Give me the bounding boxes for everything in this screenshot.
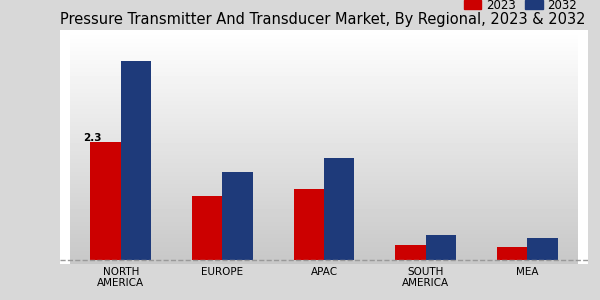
Bar — [223, 172, 253, 260]
Bar — [527, 238, 557, 260]
Bar — [425, 236, 456, 260]
Bar — [324, 158, 355, 260]
Bar — [121, 61, 151, 260]
Bar — [395, 244, 425, 260]
Bar — [192, 196, 223, 260]
Bar — [497, 247, 527, 260]
Text: Pressure Transmitter And Transducer Market, By Regional, 2023 & 2032: Pressure Transmitter And Transducer Mark… — [60, 12, 586, 27]
Bar — [293, 189, 324, 260]
Bar — [91, 142, 121, 260]
Text: 2.3: 2.3 — [83, 133, 102, 143]
Legend: 2023, 2032: 2023, 2032 — [459, 0, 582, 16]
